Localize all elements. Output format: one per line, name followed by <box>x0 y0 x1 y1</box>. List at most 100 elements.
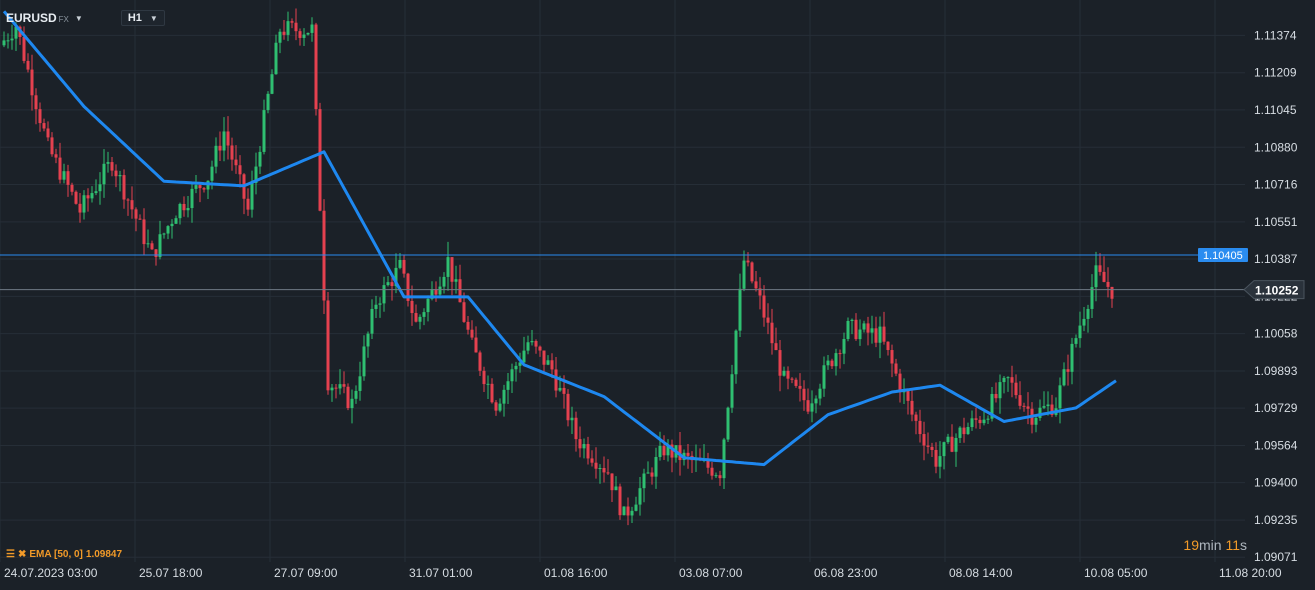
timeframe-selector[interactable]: H1 ▼ <box>120 10 165 26</box>
close-icon[interactable]: ✖ <box>17 549 27 560</box>
candle-down <box>122 175 126 200</box>
chevron-down-icon[interactable]: ▼ <box>74 13 83 23</box>
candle-up <box>370 308 374 334</box>
candle-up <box>582 444 586 449</box>
y-tick-label: 1.10551 <box>1254 215 1298 229</box>
candle-down <box>678 445 682 461</box>
timeframe-label: H1 <box>127 12 142 24</box>
candle-down <box>234 159 238 166</box>
candle-down <box>650 472 654 477</box>
candle-down <box>774 343 778 351</box>
candle-up <box>6 40 10 42</box>
candle-up <box>850 319 854 321</box>
candle-down <box>150 243 154 250</box>
y-tick-label: 1.09235 <box>1254 513 1298 527</box>
candle-down <box>618 486 622 516</box>
x-tick-label: 01.08 16:00 <box>544 566 608 580</box>
candle-up <box>966 427 970 435</box>
candle-up <box>394 267 398 287</box>
horizontal-line-label: 1.10405 <box>1203 250 1243 262</box>
candle-down <box>978 419 982 424</box>
candle-up <box>986 418 990 420</box>
candle-up <box>558 387 562 391</box>
candle-down <box>566 393 570 421</box>
candle-down <box>866 323 870 333</box>
candle-down <box>1014 382 1018 396</box>
candle-up <box>106 162 110 164</box>
candle-up <box>970 418 974 428</box>
candle-down <box>602 467 606 473</box>
candle-down <box>54 154 58 158</box>
candle-up <box>14 26 18 39</box>
candle-down <box>466 321 470 330</box>
candle-up <box>274 42 278 75</box>
candle-down <box>802 388 806 401</box>
candle-down <box>314 24 318 110</box>
candle-up <box>814 398 818 404</box>
candle-down <box>1066 369 1070 372</box>
candle-up <box>350 398 354 409</box>
candle-down <box>750 262 754 282</box>
y-tick-label: 1.09893 <box>1254 364 1298 378</box>
candle-down <box>838 353 842 355</box>
candle-down <box>610 473 614 491</box>
candle-down <box>50 137 54 155</box>
candle-down <box>74 191 78 204</box>
candle-up <box>1034 417 1038 425</box>
candle-up <box>810 403 814 412</box>
exchange-label: FX <box>58 14 69 24</box>
candle-down <box>22 37 26 61</box>
candle-down <box>114 170 118 177</box>
candle-up <box>358 376 362 391</box>
candle-up <box>998 382 1002 399</box>
candle-down <box>126 199 130 201</box>
candle-up <box>982 419 986 424</box>
candle-down <box>34 95 38 110</box>
candle-down <box>282 31 286 35</box>
candle-down <box>46 128 50 138</box>
symbol-selector[interactable]: EURUSD FX ▼ <box>6 11 83 25</box>
candle-up <box>570 417 574 421</box>
settings-icon[interactable]: ☰ <box>6 549 15 560</box>
candle-up <box>1086 308 1090 319</box>
candle-up <box>990 393 994 419</box>
candle-down <box>790 378 794 380</box>
candle-down <box>154 249 158 258</box>
candle-down <box>586 444 590 459</box>
candle-down <box>342 384 346 387</box>
candle-down <box>42 123 46 129</box>
candle-up <box>1070 343 1074 372</box>
candle-down <box>1110 286 1114 299</box>
candle-down <box>26 60 30 70</box>
candle-down <box>594 462 598 469</box>
candle-down <box>1022 405 1026 407</box>
candle-down <box>806 400 810 412</box>
candle-down <box>230 145 234 160</box>
candle-down <box>706 459 710 468</box>
candle-up <box>354 390 358 399</box>
candle-up <box>306 32 310 35</box>
candle-down <box>478 352 482 371</box>
y-tick-label: 1.10716 <box>1254 177 1298 191</box>
candle-down <box>538 346 542 351</box>
bar-countdown: 19min 11s <box>1183 537 1247 553</box>
candle-down <box>766 317 770 323</box>
candle-down <box>794 379 798 386</box>
candle-up <box>530 341 534 343</box>
horizontal-line-badge[interactable] <box>1198 247 1248 262</box>
candle-up <box>398 259 402 268</box>
candle-down <box>66 171 70 185</box>
y-tick-label: 1.11045 <box>1254 103 1297 117</box>
candle-up <box>818 388 822 399</box>
candle-up <box>1082 318 1086 326</box>
candle-down <box>930 446 934 450</box>
candle-down <box>830 360 834 367</box>
candle-down <box>410 300 414 314</box>
candle-down <box>882 326 886 342</box>
candle-down <box>470 329 474 338</box>
candle-down <box>294 22 298 32</box>
candle-up <box>630 510 634 516</box>
chevron-down-icon[interactable]: ▼ <box>149 13 158 23</box>
